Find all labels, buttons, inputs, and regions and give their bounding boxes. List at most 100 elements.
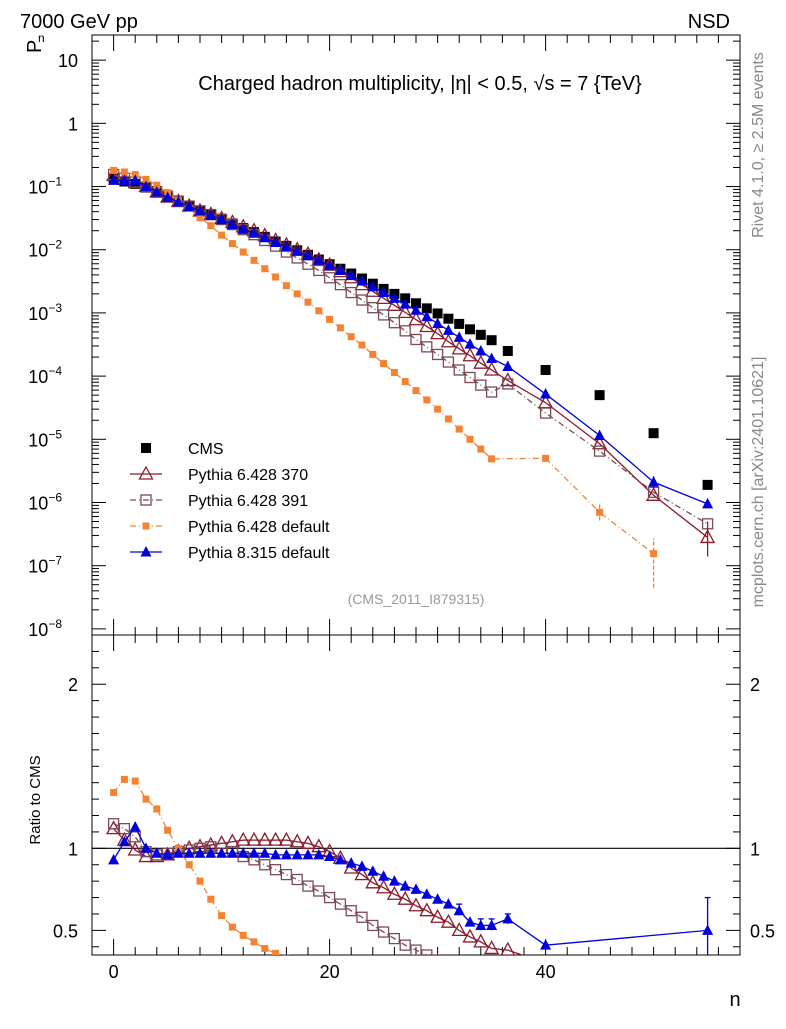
data-point-pythia-6-428-391 xyxy=(475,379,487,391)
data-point-cms xyxy=(540,364,551,375)
data-point-pythia-6-428-391 xyxy=(410,944,422,955)
data-point-pythia-8-315-default xyxy=(540,388,552,399)
y-tick-label: 10−3 xyxy=(28,301,62,324)
data-point-pythia-8-315-default xyxy=(172,195,184,207)
data-point-pythia-6-428-391 xyxy=(345,905,357,917)
data-point-pythia-6-428-default xyxy=(358,341,366,349)
data-point-pythia-6-428-370 xyxy=(376,879,392,894)
data-point-pythia-6-428-default xyxy=(380,360,388,368)
data-point-cms xyxy=(411,298,421,309)
data-point-pythia-8-315-default xyxy=(216,847,228,858)
chart-title: Charged hadron multiplicity, |η| < 0.5, … xyxy=(198,73,642,95)
data-point-pythia-8-315-default xyxy=(702,497,714,509)
data-point-pythia-6-428-default xyxy=(261,944,269,952)
data-point-pythia-8-315-default xyxy=(502,360,514,371)
data-point-pythia-6-428-370 xyxy=(451,922,467,937)
data-point-pythia-6-428-391 xyxy=(259,859,271,871)
data-point-pythia-6-428-default xyxy=(305,963,312,970)
data-point-pythia-6-428-default xyxy=(196,214,204,222)
data-point-pythia-8-315-default xyxy=(237,847,249,858)
data-point-pythia-6-428-391 xyxy=(323,891,336,904)
data-point-pythia-6-428-default xyxy=(272,273,280,281)
data-point-pythia-8-315-default xyxy=(302,848,314,860)
data-point-pythia-8-315-default xyxy=(442,324,454,335)
data-point-pythia-8-315-default xyxy=(324,850,336,862)
data-point-pythia-6-428-default xyxy=(185,861,193,869)
data-point-cms xyxy=(486,335,497,346)
data-point-pythia-6-428-370 xyxy=(376,289,392,305)
data-point-pythia-6-428-370 xyxy=(257,831,273,846)
ylabel-main-sub: n xyxy=(38,31,45,45)
data-point-pythia-8-315-default xyxy=(421,888,433,899)
data-point-pythia-8-315-default xyxy=(464,916,476,927)
data-point-pythia-8-315-default xyxy=(324,259,336,271)
data-point-cms xyxy=(648,428,659,439)
data-point-pythia-6-428-370 xyxy=(386,296,402,311)
data-point-pythia-6-428-default xyxy=(315,307,323,315)
data-point-cms xyxy=(443,313,454,324)
data-point-pythia-6-428-391 xyxy=(388,932,401,945)
y-tick-label: 10−2 xyxy=(28,238,62,261)
data-point-pythia-6-428-391 xyxy=(539,407,552,419)
data-point-cms xyxy=(594,390,605,401)
data-point-pythia-6-428-391 xyxy=(485,386,498,398)
xlabel: n xyxy=(729,989,740,1011)
ratio-plot: 0 20 40 0.5 0.5 1 1 2 2 xyxy=(53,619,775,982)
legend-marker-pythia-8-315-default xyxy=(140,546,152,557)
data-point-pythia-8-315-default xyxy=(399,880,411,891)
data-point-pythia-6-428-391 xyxy=(431,348,444,361)
y-tick-label: 1 xyxy=(68,114,78,134)
data-point-pythia-6-428-default xyxy=(218,231,226,239)
data-point-pythia-6-428-391 xyxy=(410,333,422,346)
data-point-pythia-8-315-default xyxy=(345,269,357,281)
data-point-pythia-8-315-default xyxy=(421,310,433,322)
data-point-pythia-6-428-370 xyxy=(440,333,456,348)
legend: CMS Pythia 6.428 370 Pythia 6.428 391 Pythi… xyxy=(130,441,330,562)
side-rivet: Rivet 4.1.0, ≥ 2.5M events xyxy=(750,52,767,238)
data-point-pythia-8-315-default xyxy=(345,857,357,868)
data-point-pythia-6-428-370 xyxy=(408,311,424,326)
data-point-pythia-6-428-391 xyxy=(302,258,314,270)
data-point-pythia-8-315-default xyxy=(475,344,487,356)
data-point-pythia-6-428-default xyxy=(196,877,204,885)
data-point-pythia-6-428-370 xyxy=(268,831,284,846)
data-point-pythia-8-315-default xyxy=(432,317,444,328)
data-point-pythia-8-315-default xyxy=(270,848,282,860)
legend-label: Pythia 6.428 391 xyxy=(188,493,308,510)
data-point-pythia-6-428-default xyxy=(120,775,128,783)
data-point-pythia-8-315-default xyxy=(162,191,174,203)
data-point-pythia-6-428-391 xyxy=(107,818,120,830)
header-left: 7000 GeV pp xyxy=(20,11,138,33)
data-point-pythia-6-428-default xyxy=(142,175,150,183)
data-point-pythia-6-428-default xyxy=(261,265,269,273)
data-point-pythia-6-428-default xyxy=(488,455,496,463)
data-point-pythia-8-315-default xyxy=(162,848,174,860)
data-point-pythia-6-428-391 xyxy=(453,364,465,376)
data-point-pythia-6-428-370 xyxy=(386,885,402,900)
data-point-pythia-6-428-391 xyxy=(302,880,314,892)
data-point-pythia-6-428-391 xyxy=(442,356,455,368)
data-point-pythia-8-315-default xyxy=(140,842,152,853)
data-point-pythia-8-315-default xyxy=(183,200,195,212)
data-point-pythia-8-315-default xyxy=(280,848,292,860)
data-point-pythia-6-428-370 xyxy=(235,831,251,846)
ylabel-ratio: Ratio to CMS xyxy=(27,755,44,844)
data-point-pythia-8-315-default xyxy=(388,292,400,303)
data-point-pythia-8-315-default xyxy=(464,338,476,349)
data-point-pythia-6-428-370 xyxy=(440,913,456,928)
y-tick-label: 10−5 xyxy=(28,427,62,450)
data-point-pythia-6-428-default xyxy=(153,181,161,189)
data-point-pythia-6-428-default xyxy=(304,298,312,306)
data-point-pythia-8-315-default xyxy=(313,254,325,265)
data-point-pythia-6-428-default xyxy=(412,387,420,395)
data-point-pythia-8-315-default xyxy=(291,245,303,256)
data-point-pythia-6-428-391 xyxy=(502,378,514,390)
data-point-pythia-6-428-default xyxy=(282,282,290,290)
data-point-pythia-8-315-default xyxy=(259,231,271,243)
data-point-pythia-6-428-default xyxy=(423,396,431,404)
data-point-cms xyxy=(421,303,432,314)
data-point-pythia-6-428-391 xyxy=(323,272,336,284)
ylabel-main: P xyxy=(24,40,46,53)
